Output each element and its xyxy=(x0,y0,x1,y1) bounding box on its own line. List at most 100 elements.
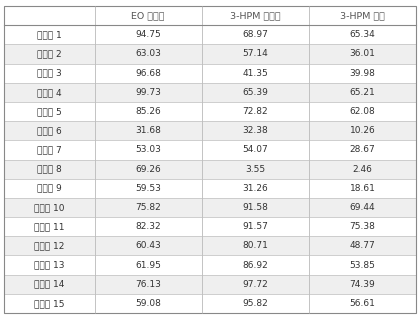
Bar xyxy=(202,236,309,256)
Text: 实施例 14: 实施例 14 xyxy=(34,280,65,289)
Text: 41.35: 41.35 xyxy=(242,69,268,78)
Text: 32.38: 32.38 xyxy=(242,126,268,135)
Text: 3-HPM 收率: 3-HPM 收率 xyxy=(340,11,385,20)
Bar xyxy=(4,83,94,102)
Bar xyxy=(309,64,416,83)
Bar xyxy=(202,140,309,159)
Bar xyxy=(4,121,94,140)
Bar xyxy=(4,102,94,121)
Bar xyxy=(202,64,309,83)
Text: 实施例 4: 实施例 4 xyxy=(37,88,62,97)
Text: 实施例 7: 实施例 7 xyxy=(37,146,62,154)
Bar xyxy=(94,64,202,83)
Bar xyxy=(94,217,202,236)
Text: 实施例 12: 实施例 12 xyxy=(34,241,65,250)
Text: 86.92: 86.92 xyxy=(242,261,268,269)
Text: 2.46: 2.46 xyxy=(352,165,373,174)
Text: 80.71: 80.71 xyxy=(242,241,268,250)
Text: 36.01: 36.01 xyxy=(349,49,375,58)
Bar xyxy=(309,44,416,64)
Text: 53.85: 53.85 xyxy=(349,261,375,269)
Bar xyxy=(202,44,309,64)
Text: 91.58: 91.58 xyxy=(242,203,268,212)
Text: 74.39: 74.39 xyxy=(349,280,375,289)
Text: 72.82: 72.82 xyxy=(242,107,268,116)
Bar xyxy=(202,275,309,294)
Bar xyxy=(309,121,416,140)
Text: 实施例 2: 实施例 2 xyxy=(37,49,62,58)
Text: 91.57: 91.57 xyxy=(242,222,268,231)
Text: 61.95: 61.95 xyxy=(135,261,161,269)
Text: 75.82: 75.82 xyxy=(135,203,161,212)
Text: 60.43: 60.43 xyxy=(135,241,161,250)
Text: 96.68: 96.68 xyxy=(135,69,161,78)
Bar xyxy=(309,6,416,25)
Bar xyxy=(94,159,202,179)
Bar xyxy=(309,236,416,256)
Bar xyxy=(94,236,202,256)
Bar xyxy=(309,198,416,217)
Text: 31.68: 31.68 xyxy=(135,126,161,135)
Bar xyxy=(4,25,94,44)
Text: 54.07: 54.07 xyxy=(242,146,268,154)
Text: 56.61: 56.61 xyxy=(349,299,375,308)
Bar xyxy=(94,294,202,313)
Text: 95.82: 95.82 xyxy=(242,299,268,308)
Bar xyxy=(94,102,202,121)
Text: 75.38: 75.38 xyxy=(349,222,375,231)
Text: 3-HPM 选择性: 3-HPM 选择性 xyxy=(230,11,281,20)
Text: 76.13: 76.13 xyxy=(135,280,161,289)
Bar xyxy=(4,236,94,256)
Text: 实施例 13: 实施例 13 xyxy=(34,261,65,269)
Bar xyxy=(309,159,416,179)
Bar xyxy=(94,44,202,64)
Bar xyxy=(202,159,309,179)
Text: 69.44: 69.44 xyxy=(349,203,375,212)
Bar xyxy=(309,83,416,102)
Text: 实施例 5: 实施例 5 xyxy=(37,107,62,116)
Text: 48.77: 48.77 xyxy=(349,241,375,250)
Text: 实施例 1: 实施例 1 xyxy=(37,30,62,39)
Bar xyxy=(202,217,309,236)
Text: 实施例 6: 实施例 6 xyxy=(37,126,62,135)
Bar xyxy=(4,294,94,313)
Bar xyxy=(309,140,416,159)
Text: 97.72: 97.72 xyxy=(242,280,268,289)
Text: 65.21: 65.21 xyxy=(349,88,375,97)
Bar xyxy=(4,275,94,294)
Bar xyxy=(4,140,94,159)
Text: EO 转化率: EO 转化率 xyxy=(131,11,165,20)
Text: 实施例 3: 实施例 3 xyxy=(37,69,62,78)
Text: 31.26: 31.26 xyxy=(242,184,268,193)
Text: 59.08: 59.08 xyxy=(135,299,161,308)
Text: 68.97: 68.97 xyxy=(242,30,268,39)
Text: 53.03: 53.03 xyxy=(135,146,161,154)
Bar xyxy=(309,256,416,275)
Text: 57.14: 57.14 xyxy=(242,49,268,58)
Bar xyxy=(202,25,309,44)
Bar xyxy=(309,275,416,294)
Bar xyxy=(202,179,309,198)
Text: 实施例 10: 实施例 10 xyxy=(34,203,65,212)
Bar xyxy=(309,179,416,198)
Bar xyxy=(4,44,94,64)
Text: 实施例 8: 实施例 8 xyxy=(37,165,62,174)
Bar xyxy=(309,217,416,236)
Text: 18.61: 18.61 xyxy=(349,184,375,193)
Bar xyxy=(202,6,309,25)
Text: 82.32: 82.32 xyxy=(135,222,161,231)
Text: 10.26: 10.26 xyxy=(349,126,375,135)
Text: 28.67: 28.67 xyxy=(349,146,375,154)
Bar xyxy=(202,102,309,121)
Text: 94.75: 94.75 xyxy=(135,30,161,39)
Bar xyxy=(309,25,416,44)
Bar xyxy=(94,198,202,217)
Bar xyxy=(94,25,202,44)
Bar xyxy=(94,6,202,25)
Text: 39.98: 39.98 xyxy=(349,69,375,78)
Bar xyxy=(202,198,309,217)
Bar xyxy=(4,6,94,25)
Bar xyxy=(94,179,202,198)
Text: 实施例 11: 实施例 11 xyxy=(34,222,65,231)
Text: 99.73: 99.73 xyxy=(135,88,161,97)
